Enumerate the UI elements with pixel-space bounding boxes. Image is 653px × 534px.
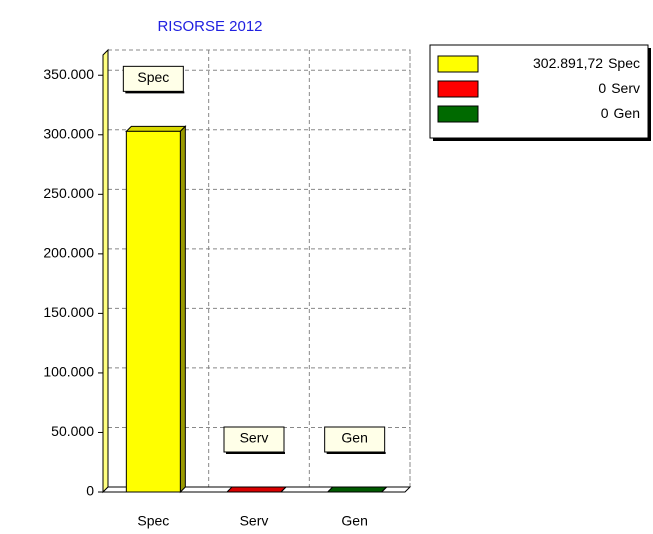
legend-value: 302.891,72: [533, 55, 603, 71]
data-label: Serv: [223, 426, 285, 454]
legend-swatch: [437, 105, 479, 123]
bar-side: [179, 125, 186, 494]
left-wall: [102, 48, 109, 494]
bar-top: [125, 125, 187, 132]
data-label-text: Serv: [240, 430, 269, 446]
bar: [125, 130, 181, 493]
y-tick-label: 350.000: [43, 66, 94, 82]
legend-swatch: [437, 55, 479, 73]
legend-label: Spec: [608, 55, 640, 71]
bar-side: [381, 486, 388, 493]
x-tick-label: Gen: [341, 513, 367, 529]
x-tick-label: Spec: [137, 513, 169, 529]
data-label-text: Spec: [137, 69, 169, 85]
data-label-box: [122, 65, 184, 92]
y-tick-label: 300.000: [43, 125, 94, 141]
legend-value: 0: [601, 105, 609, 121]
y-tick-label: 0: [86, 483, 94, 499]
legend-label: Serv: [611, 80, 640, 96]
x-tick-label: Serv: [240, 513, 269, 529]
y-tick-label: 250.000: [43, 185, 94, 201]
data-label: Spec: [122, 65, 185, 94]
chart-title: RISORSE 2012: [157, 18, 262, 35]
bar-side: [280, 486, 287, 493]
data-label-text: Gen: [341, 430, 367, 446]
bar-top: [326, 486, 388, 493]
bar-top: [225, 486, 288, 493]
y-tick-label: 150.000: [43, 304, 94, 320]
y-tick-label: 200.000: [43, 245, 94, 261]
y-tick-label: 100.000: [43, 364, 94, 380]
data-label-box: [324, 426, 386, 453]
legend-label: Gen: [614, 105, 640, 121]
legend-value: 0: [598, 80, 606, 96]
legend-entry: 0 Serv: [598, 80, 640, 96]
legend-entry: 0 Gen: [601, 105, 640, 121]
data-label: Gen: [324, 426, 386, 454]
y-tick-label: 50.000: [51, 423, 94, 439]
legend-entry: 302.891,72 Spec: [533, 55, 640, 71]
legend-swatch: [437, 80, 479, 98]
